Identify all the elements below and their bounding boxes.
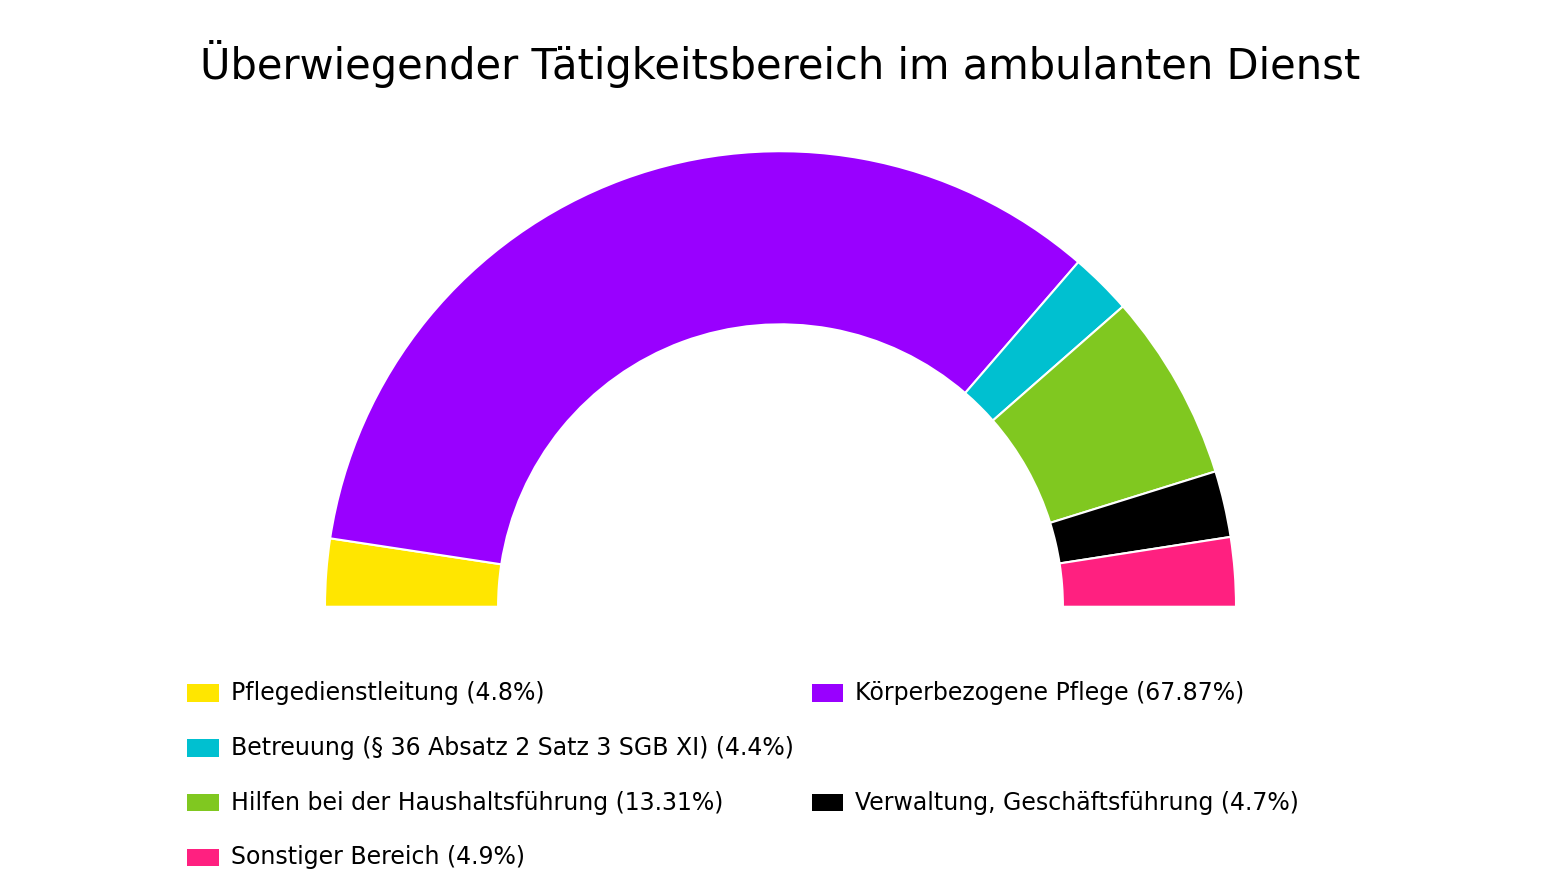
Text: Überwiegender Tätigkeitsbereich im ambulanten Dienst: Überwiegender Tätigkeitsbereich im ambul… bbox=[200, 40, 1361, 87]
Text: Hilfen bei der Haushaltsführung (13.31%): Hilfen bei der Haushaltsführung (13.31%) bbox=[231, 790, 723, 815]
Text: Pflegedienstleitung (4.8%): Pflegedienstleitung (4.8%) bbox=[231, 681, 545, 706]
Wedge shape bbox=[993, 306, 1216, 523]
Wedge shape bbox=[965, 262, 1122, 420]
Wedge shape bbox=[1060, 537, 1236, 607]
Text: Verwaltung, Geschäftsführung (4.7%): Verwaltung, Geschäftsführung (4.7%) bbox=[855, 790, 1299, 815]
Wedge shape bbox=[331, 151, 1079, 564]
Wedge shape bbox=[325, 539, 501, 607]
Wedge shape bbox=[1051, 472, 1230, 563]
Text: Körperbezogene Pflege (67.87%): Körperbezogene Pflege (67.87%) bbox=[855, 681, 1244, 706]
Text: Sonstiger Bereich (4.9%): Sonstiger Bereich (4.9%) bbox=[231, 845, 524, 870]
Text: Betreuung (§ 36 Absatz 2 Satz 3 SGB XI) (4.4%): Betreuung (§ 36 Absatz 2 Satz 3 SGB XI) … bbox=[231, 736, 795, 760]
